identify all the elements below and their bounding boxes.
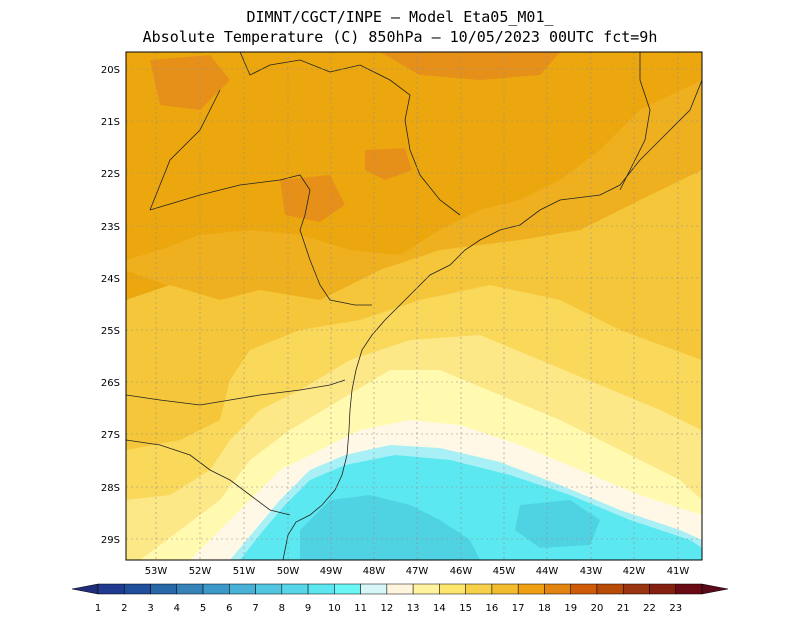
colorbar-swatch: [465, 583, 493, 595]
lon-label: 43W: [580, 566, 603, 577]
colorbar-swatch: [649, 583, 676, 595]
colorbar-swatch: [202, 583, 230, 595]
colorbar-label: 8: [279, 603, 285, 614]
longitude-labels: 53W 52W 51W 50W 49W 48W 47W 46W 45W 44W …: [145, 566, 690, 577]
state-border-3: [126, 439, 291, 516]
colorbar-swatch: [622, 583, 650, 595]
lon-label: 51W: [233, 566, 256, 577]
lat-label: 28S: [101, 483, 120, 494]
colorbar-swatch: [360, 583, 388, 595]
map-frame: [125, 51, 703, 561]
colorbar-swatch: [544, 583, 571, 595]
colorbar-label: 10: [328, 603, 341, 614]
lon-label: 41W: [667, 566, 690, 577]
colorbar-swatch: [675, 583, 703, 595]
lat-label: 29S: [101, 535, 120, 546]
colorbar-swatch: [281, 583, 309, 595]
colorbar-label: 18: [538, 603, 551, 614]
state-border-5: [619, 52, 651, 191]
colorbar-swatch: [439, 583, 466, 595]
colorbar-label: 9: [305, 603, 311, 614]
band-18c: [365, 148, 412, 180]
state-border-6: [149, 89, 221, 211]
colorbar-label: 2: [121, 603, 127, 614]
lat-label: 23S: [101, 222, 120, 233]
state-border-4: [239, 52, 461, 216]
colorbar-swatch: [570, 583, 598, 595]
colorbar-swatch: [176, 583, 204, 595]
lon-label: 48W: [363, 566, 386, 577]
colorbar-label: 22: [643, 603, 656, 614]
colorbar-label: 15: [459, 603, 472, 614]
colorbar-swatch: [491, 583, 519, 595]
colorbar-swatch: [150, 583, 178, 595]
map-title-line-2: Absolute Temperature (C) 850hPa – 10/05/…: [142, 28, 658, 46]
colorbar-label: 21: [617, 603, 630, 614]
lat-label: 22S: [101, 169, 120, 180]
lon-label: 50W: [277, 566, 300, 577]
colorbar-swatch: [412, 583, 440, 595]
colorbar-swatch: [517, 583, 545, 595]
state-border-1: [149, 174, 372, 306]
colorbar-swatch: [307, 583, 335, 595]
lon-label: 46W: [450, 566, 473, 577]
lat-label: 26S: [101, 378, 120, 389]
lat-label: 27S: [101, 430, 120, 441]
band-8b: [515, 500, 600, 548]
colorbar-swatch: [386, 583, 414, 595]
map-title-line-1: DIMNT/CGCT/INPE – Model Eta05_M01_: [246, 8, 554, 26]
lon-label: 47W: [406, 566, 429, 577]
lon-label: 45W: [493, 566, 516, 577]
band-18: [150, 55, 230, 110]
colorbar-swatch: [334, 583, 361, 595]
lon-label: 53W: [145, 566, 168, 577]
colorbar-label: 3: [147, 603, 153, 614]
colorbar-label: 20: [591, 603, 604, 614]
coastline: [282, 79, 702, 560]
band-17: [126, 52, 702, 260]
colorbar-label: 13: [407, 603, 420, 614]
colorbar-label: 14: [433, 603, 446, 614]
colorbar-label: 4: [174, 603, 180, 614]
graticule: [126, 52, 702, 560]
lat-label: 24S: [101, 274, 120, 285]
colorbar-label: 7: [252, 603, 258, 614]
colorbar-label: 23: [669, 603, 682, 614]
colorbar-swatch: [596, 583, 624, 595]
latitude-labels: 20S 21S 22S 23S 24S 25S 26S 27S 28S 29S: [101, 65, 120, 546]
lon-label: 49W: [320, 566, 343, 577]
colorbar-swatch: [124, 583, 151, 595]
colorbar-label: 12: [381, 603, 394, 614]
band-18b: [280, 175, 345, 222]
lat-label: 20S: [101, 65, 120, 76]
lon-label: 52W: [189, 566, 212, 577]
colorbar-label: 6: [226, 603, 232, 614]
state-border-2: [126, 379, 346, 406]
colorbar-swatch: [97, 583, 125, 595]
lon-label: 44W: [536, 566, 559, 577]
colorbar: 1 2 3 4 5 6 7 8 9 10 11 12 13 14 15 16 17 18 19 20 21 22 23: [71, 583, 729, 614]
colorbar-under-arrow: [71, 583, 99, 595]
colorbar-label: 11: [354, 603, 367, 614]
colorbar-label: 1: [95, 603, 101, 614]
colorbar-over-arrow: [701, 583, 729, 595]
colorbar-label: 17: [512, 603, 525, 614]
lat-label: 21S: [101, 117, 120, 128]
lat-label: 25S: [101, 326, 120, 337]
coastline-and-borders: [126, 52, 702, 560]
colorbar-label: 5: [200, 603, 206, 614]
colorbar-label: 19: [564, 603, 577, 614]
temperature-field: [126, 52, 702, 560]
colorbar-swatch: [229, 583, 256, 595]
band-8: [300, 495, 480, 560]
band-18d: [380, 52, 560, 80]
lon-label: 42W: [623, 566, 646, 577]
colorbar-label: 16: [486, 603, 499, 614]
colorbar-swatch: [255, 583, 283, 595]
